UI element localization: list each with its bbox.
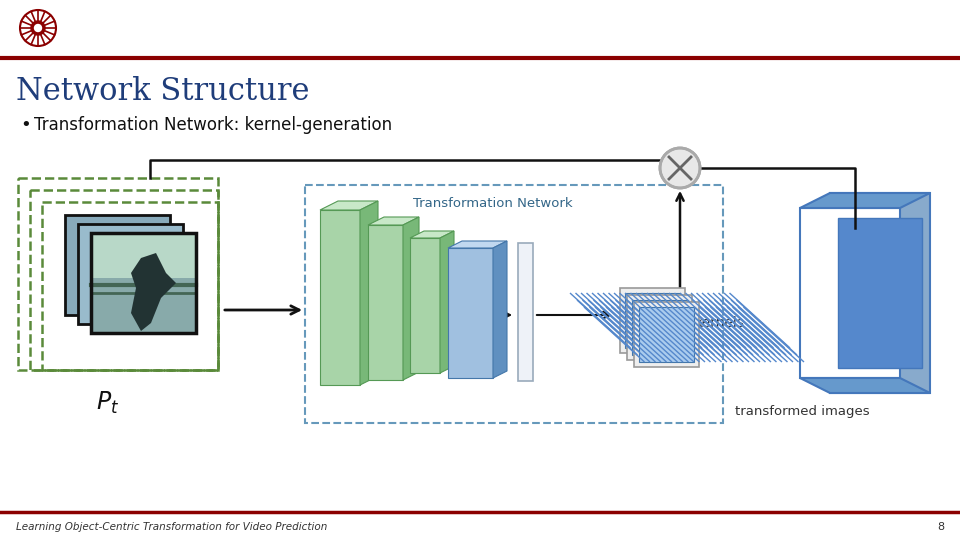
Bar [639,307,694,362]
Polygon shape [368,217,419,225]
Polygon shape [320,210,360,385]
Polygon shape [131,253,176,331]
Bar [632,300,687,355]
Bar [91,233,196,333]
Bar [625,293,680,348]
Bar [78,224,183,324]
Text: $P_t$: $P_t$ [96,390,119,416]
Text: •: • [20,116,31,134]
Polygon shape [800,193,930,208]
Bar [627,295,692,360]
Bar [42,202,218,370]
Circle shape [660,148,700,188]
Text: Transformation Network: Transformation Network [414,197,573,210]
Polygon shape [403,217,419,380]
Text: Transformation Network: kernel-generation: Transformation Network: kernel-generatio… [34,116,392,134]
Text: transformed images: transformed images [735,405,870,418]
Polygon shape [800,378,930,393]
Polygon shape [368,225,403,380]
Bar [91,233,196,278]
Polygon shape [440,231,454,373]
Circle shape [35,24,41,31]
Bar [620,288,685,353]
Polygon shape [360,201,378,385]
Polygon shape [448,248,493,378]
Circle shape [31,21,45,35]
Text: Network Structure: Network Structure [16,76,309,107]
Polygon shape [838,218,922,368]
Polygon shape [800,208,900,378]
Polygon shape [410,238,440,373]
Bar [91,233,196,333]
Polygon shape [448,241,507,248]
Text: kernels: kernels [695,316,745,330]
Text: Learning Object-Centric Transformation for Video Prediction: Learning Object-Centric Transformation f… [16,522,327,532]
Bar [91,278,196,333]
Bar [30,190,218,370]
Bar [18,178,218,370]
Polygon shape [830,193,930,393]
Text: 8: 8 [937,522,944,532]
Bar [65,215,170,315]
Bar [634,302,699,367]
Polygon shape [493,241,507,378]
Bar [518,243,533,381]
Polygon shape [320,201,378,210]
Polygon shape [410,231,454,238]
Bar [305,185,723,423]
